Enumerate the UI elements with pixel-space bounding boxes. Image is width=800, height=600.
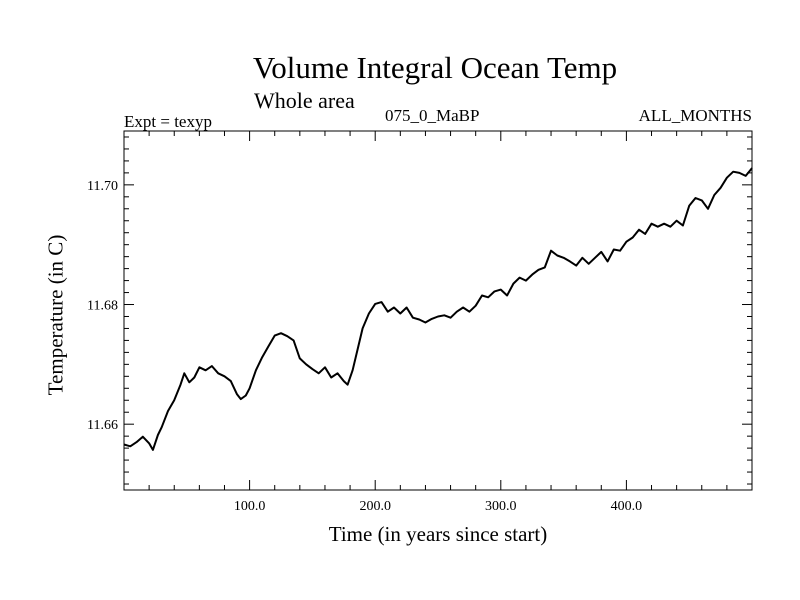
y-tick-label: 11.68 (87, 299, 118, 314)
axis-ticks (124, 131, 752, 490)
experiment-label: Expt = texyp (124, 112, 212, 131)
x-tick-label: 400.0 (611, 499, 643, 514)
plot-frame (123, 130, 753, 491)
run-id-label: 075_0_MaBP (385, 106, 480, 125)
y-tick-label: 11.66 (87, 418, 118, 433)
x-tick-label: 100.0 (234, 499, 266, 514)
chart-title: Volume Integral Ocean Temp (252, 50, 618, 85)
chart-subtitle: Whole area (254, 88, 355, 113)
x-tick-label: 200.0 (359, 499, 391, 514)
series-group (123, 167, 753, 451)
tick-labels: 100.0 200.0 300.0 400.0 11.66 11.68 11.70 (87, 179, 642, 514)
months-label: ALL_MONTHS (638, 106, 752, 125)
x-tick-label: 300.0 (485, 499, 517, 514)
temperature-series-line (123, 167, 753, 451)
y-tick-label: 11.70 (87, 179, 118, 194)
x-axis-label: Time (in years since start) (328, 522, 548, 546)
